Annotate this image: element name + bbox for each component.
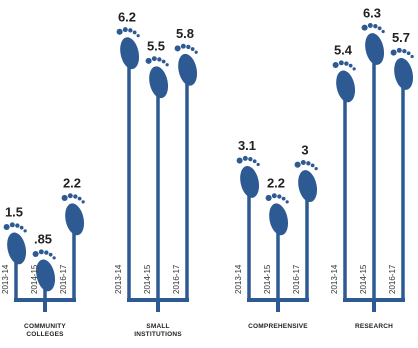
group-2: 3.1 2013-14 2.2 2014-15 3 2016-17 COMPREHENSIV… bbox=[234, 138, 320, 330]
group-label: COMMUNITY bbox=[24, 323, 66, 330]
group-label: SMALL bbox=[146, 323, 169, 330]
group-label: COLLEGES bbox=[26, 331, 64, 338]
data-label: 1.5 bbox=[5, 205, 23, 220]
year-label: 2016-17 bbox=[292, 264, 301, 294]
data-label: 2.2 bbox=[63, 176, 81, 191]
footprint-icon bbox=[294, 160, 320, 204]
year-label: 2013-14 bbox=[114, 264, 123, 294]
year-label: 2016-17 bbox=[172, 264, 181, 294]
footprint-icon bbox=[3, 222, 29, 267]
year-label: 2014-15 bbox=[30, 264, 39, 294]
data-label: 2.2 bbox=[267, 176, 285, 191]
data-label: 6.2 bbox=[118, 9, 136, 24]
footprint-icon bbox=[390, 47, 416, 92]
year-label: 2014-15 bbox=[263, 264, 272, 294]
group-0: 1.5 2013-14 .85 2014-15 2.2 2016-17 COMMUNITYC… bbox=[1, 176, 87, 338]
data-label: 5.8 bbox=[176, 26, 194, 41]
data-label: .85 bbox=[34, 232, 52, 247]
footprint-icon bbox=[332, 60, 358, 105]
group-1: 6.2 2013-14 5.5 2014-15 5.8 2016-17 SMALLINSTI… bbox=[114, 9, 200, 338]
group-label: RESEARCH bbox=[355, 323, 393, 330]
data-label: 5.5 bbox=[147, 39, 165, 54]
year-label: 2016-17 bbox=[388, 264, 397, 294]
footprint-icon bbox=[236, 155, 262, 200]
data-label: 6.3 bbox=[363, 5, 381, 20]
group-label: INSTITUTIONS bbox=[134, 331, 182, 338]
year-label: 2014-15 bbox=[143, 264, 152, 294]
year-label: 2014-15 bbox=[359, 264, 368, 294]
data-label: 5.7 bbox=[392, 30, 410, 45]
data-label: 3 bbox=[301, 142, 308, 157]
footprint-icon bbox=[361, 22, 387, 67]
year-label: 2013-14 bbox=[330, 264, 339, 294]
data-label: 3.1 bbox=[238, 138, 256, 153]
year-label: 2013-14 bbox=[234, 264, 243, 294]
footprint-icon bbox=[116, 27, 142, 71]
data-label: 5.4 bbox=[334, 43, 353, 58]
group-label: COMPREHENSIVE bbox=[248, 323, 308, 330]
footprint-icon bbox=[265, 193, 291, 237]
footprint-icon bbox=[61, 193, 87, 237]
footprint-icon bbox=[174, 43, 200, 88]
group-3: 5.4 2013-14 6.3 2014-15 5.7 2016-17 RESEARCH bbox=[330, 5, 416, 330]
year-label: 2016-17 bbox=[59, 264, 68, 294]
year-label: 2013-14 bbox=[1, 264, 10, 294]
footprint-icon bbox=[145, 56, 171, 100]
